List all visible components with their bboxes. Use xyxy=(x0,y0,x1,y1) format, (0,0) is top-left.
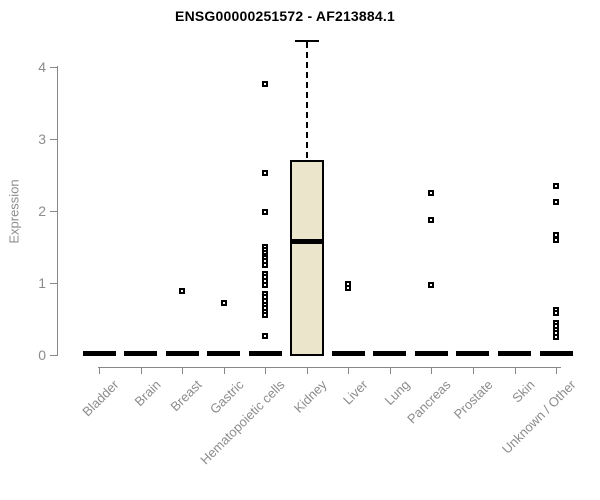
upper-whisker xyxy=(305,41,308,161)
y-axis-line xyxy=(57,66,58,356)
zero-value-bar xyxy=(165,351,199,356)
data-point xyxy=(553,236,560,243)
y-tick-label: 0 xyxy=(38,347,46,363)
data-point xyxy=(262,170,269,177)
zero-value-bar xyxy=(414,351,448,356)
data-point xyxy=(553,310,560,317)
zero-value-bar xyxy=(331,351,365,356)
y-tick-label: 1 xyxy=(38,274,46,291)
data-point xyxy=(428,217,435,224)
y-axis-tick xyxy=(50,66,57,68)
data-point xyxy=(262,282,269,289)
zero-value-bar xyxy=(456,351,490,356)
x-axis-tick xyxy=(306,367,308,374)
data-point xyxy=(262,261,269,268)
upper-whisker-cap xyxy=(294,39,319,42)
zero-value-bar xyxy=(124,351,158,356)
data-point xyxy=(345,284,352,291)
data-point xyxy=(179,287,186,294)
y-axis-tick xyxy=(50,138,57,140)
x-axis-tick xyxy=(431,367,433,374)
x-axis-tick xyxy=(265,367,267,374)
data-point xyxy=(262,312,269,319)
x-axis-tick xyxy=(389,367,391,374)
x-tick-label: Unknown / Other xyxy=(499,377,579,457)
data-point xyxy=(428,282,435,289)
x-axis-tick xyxy=(140,367,142,374)
data-point xyxy=(553,333,560,340)
zero-value-bar xyxy=(207,351,241,356)
y-axis-tick xyxy=(50,210,57,212)
x-axis-tick xyxy=(514,367,516,374)
data-point xyxy=(428,190,435,197)
x-axis-tick xyxy=(556,367,558,374)
y-tick-label: 2 xyxy=(38,202,46,219)
zero-value-bar xyxy=(373,351,407,356)
zero-value-bar xyxy=(248,351,282,356)
x-axis-tick xyxy=(472,367,474,374)
y-tick-label: 3 xyxy=(38,130,46,147)
y-axis-tick xyxy=(50,282,57,284)
zero-value-bar xyxy=(82,351,116,356)
data-point xyxy=(262,80,269,87)
zero-value-bar xyxy=(539,351,573,356)
y-tick-label: 4 xyxy=(38,58,46,75)
data-point xyxy=(262,209,269,216)
data-point xyxy=(220,300,227,307)
boxplot-box xyxy=(289,160,324,356)
x-axis-line xyxy=(98,367,561,368)
zero-value-bar xyxy=(498,351,531,356)
median-line xyxy=(289,239,324,245)
x-axis-tick xyxy=(348,367,350,374)
chart-title: ENSG00000251572 - AF213884.1 xyxy=(175,8,395,24)
y-axis-tick xyxy=(50,355,57,356)
x-axis-tick xyxy=(99,367,100,374)
data-point xyxy=(262,333,269,340)
data-point xyxy=(553,183,560,190)
data-point xyxy=(553,199,560,206)
x-axis-tick xyxy=(182,367,184,374)
x-axis-tick xyxy=(223,367,225,374)
